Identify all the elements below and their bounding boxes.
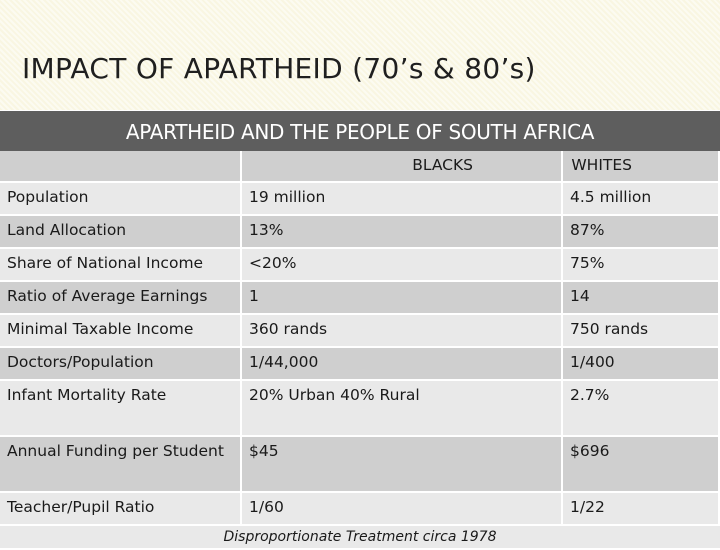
blacks-value: $45 [242,437,563,493]
apartheid-table: APARTHEID AND THE PEOPLE OF SOUTH AFRICA… [0,111,720,550]
blacks-value: 13% [242,216,563,249]
blacks-value: 19 million [242,183,563,216]
row-label: Ratio of Average Earnings [0,282,242,315]
table-row: Share of National Income <20% 75% [0,249,720,282]
whites-value: 2.7% [563,381,720,437]
table-row: Land Allocation 13% 87% [0,216,720,249]
whites-value: 1/22 [563,493,720,526]
row-label: Doctors/Population [0,348,242,381]
slide-title: IMPACT OF APARTHEID (70’s & 80’s) [22,52,536,85]
whites-value: 4.5 million [563,183,720,216]
column-header-row: BLACKS WHITES [0,151,720,183]
table-footer-row: Disproportionate Treatment circa 1978 [0,526,720,550]
column-header-label [0,151,242,183]
column-header-whites: WHITES [563,151,720,183]
table-row: Teacher/Pupil Ratio 1/60 1/22 [0,493,720,526]
row-label: Annual Funding per Student [0,437,242,493]
blacks-value: 20% Urban 40% Rural [242,381,563,437]
whites-value: 87% [563,216,720,249]
blacks-value: 1 [242,282,563,315]
whites-value: 14 [563,282,720,315]
whites-value: 1/400 [563,348,720,381]
table-row: Population 19 million 4.5 million [0,183,720,216]
table-caption: APARTHEID AND THE PEOPLE OF SOUTH AFRICA [0,111,720,151]
blacks-value: <20% [242,249,563,282]
whites-value: 750 rands [563,315,720,348]
row-label: Teacher/Pupil Ratio [0,493,242,526]
title-band [0,0,720,110]
table-row: Minimal Taxable Income 360 rands 750 ran… [0,315,720,348]
blacks-value: 360 rands [242,315,563,348]
row-label: Population [0,183,242,216]
blacks-value: 1/60 [242,493,563,526]
table-footer: Disproportionate Treatment circa 1978 [0,526,720,550]
column-header-blacks: BLACKS [242,151,563,183]
row-label: Minimal Taxable Income [0,315,242,348]
table-row: Annual Funding per Student $45 $696 [0,437,720,493]
blacks-value: 1/44,000 [242,348,563,381]
row-label: Share of National Income [0,249,242,282]
table-row: Doctors/Population 1/44,000 1/400 [0,348,720,381]
whites-value: $696 [563,437,720,493]
whites-value: 75% [563,249,720,282]
row-label: Infant Mortality Rate [0,381,242,437]
row-label: Land Allocation [0,216,242,249]
table-row: Ratio of Average Earnings 1 14 [0,282,720,315]
data-table: BLACKS WHITES Population 19 million 4.5 … [0,151,720,550]
table-row: Infant Mortality Rate 20% Urban 40% Rura… [0,381,720,437]
